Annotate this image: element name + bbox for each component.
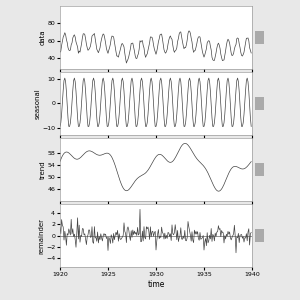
X-axis label: time: time [147,280,165,289]
Y-axis label: trend: trend [40,160,46,179]
Bar [255,31,263,44]
Y-axis label: seasonal: seasonal [35,88,41,119]
Y-axis label: data: data [40,30,46,45]
Bar [255,163,263,176]
Bar [255,229,263,242]
Bar [255,97,263,110]
Y-axis label: remainder: remainder [39,218,45,254]
